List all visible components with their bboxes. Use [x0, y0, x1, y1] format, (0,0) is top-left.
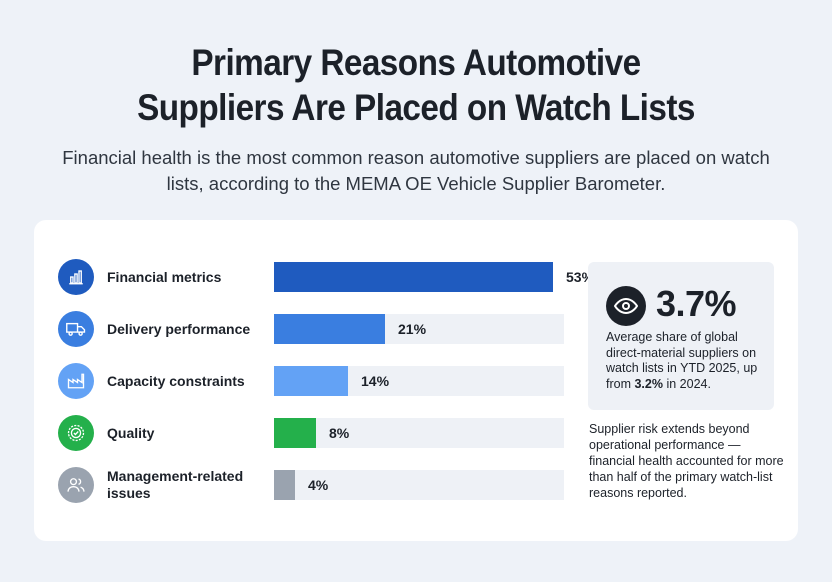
truck-icon	[58, 311, 94, 347]
bar	[274, 418, 316, 448]
page-subtitle: Financial health is the most common reas…	[62, 147, 770, 194]
bar-track	[274, 262, 564, 292]
quality-seal-icon	[58, 415, 94, 451]
category-label: Quality	[107, 424, 155, 441]
stat-desc-prefix: Average share of global direct-material …	[606, 330, 758, 391]
bar	[274, 366, 348, 396]
page-title: Primary Reasons Automotive Suppliers Are…	[42, 40, 791, 130]
value-label: 14%	[361, 373, 390, 389]
value-label: 8%	[329, 425, 350, 441]
bar-track	[274, 418, 564, 448]
insight-note: Supplier risk extends beyond operational…	[589, 422, 784, 500]
bar	[274, 262, 553, 292]
stat-desc-suffix: in 2024.	[662, 376, 711, 391]
category-label: Financial metrics	[107, 268, 222, 285]
category-label: Capacity constraints	[107, 372, 245, 389]
value-label: 4%	[308, 477, 329, 493]
category-label: Delivery performance	[107, 320, 251, 337]
bar-row: Financial metrics 53%	[58, 255, 594, 299]
bar	[274, 470, 295, 500]
bar-track	[274, 314, 564, 344]
bar-row: Quality 8%	[58, 411, 578, 455]
value-label: 53%	[566, 269, 595, 285]
page-title-line2: Suppliers Are Placed on Watch Lists	[137, 87, 695, 128]
eye-icon	[606, 286, 646, 326]
stat-description: Average share of global direct-material …	[606, 330, 770, 392]
stat-value: 3.7%	[656, 283, 737, 324]
bar-track	[274, 366, 564, 396]
bar	[274, 314, 385, 344]
bar-row: Management-related issues 4%	[58, 463, 578, 507]
page-title-line1: Primary Reasons Automotive	[191, 42, 641, 83]
bar-row: Capacity constraints 14%	[58, 359, 578, 403]
factory-icon	[58, 363, 94, 399]
bar-track	[274, 470, 564, 500]
stat-box: 3.7% Average share of global direct-mate…	[588, 262, 774, 410]
value-label: 21%	[398, 321, 427, 337]
chart-card: Financial metrics 53% Delivery performance…	[34, 220, 798, 541]
bar-chart-icon	[58, 259, 94, 295]
stat-desc-highlight: 3.2%	[634, 376, 663, 391]
category-label: Management-related issues	[107, 468, 244, 501]
bar-row: Delivery performance 21%	[58, 307, 578, 351]
people-icon	[58, 467, 94, 503]
